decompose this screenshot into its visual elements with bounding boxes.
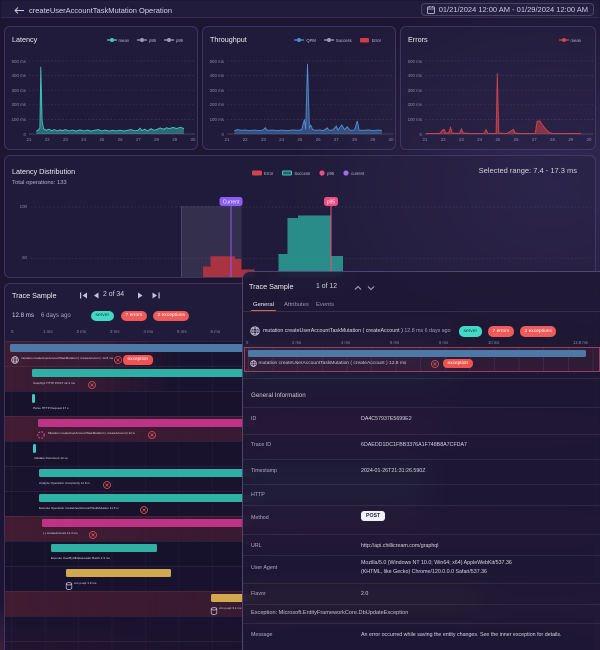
- svg-text:Current: Current: [223, 200, 240, 206]
- svg-text:p95: p95: [327, 200, 336, 206]
